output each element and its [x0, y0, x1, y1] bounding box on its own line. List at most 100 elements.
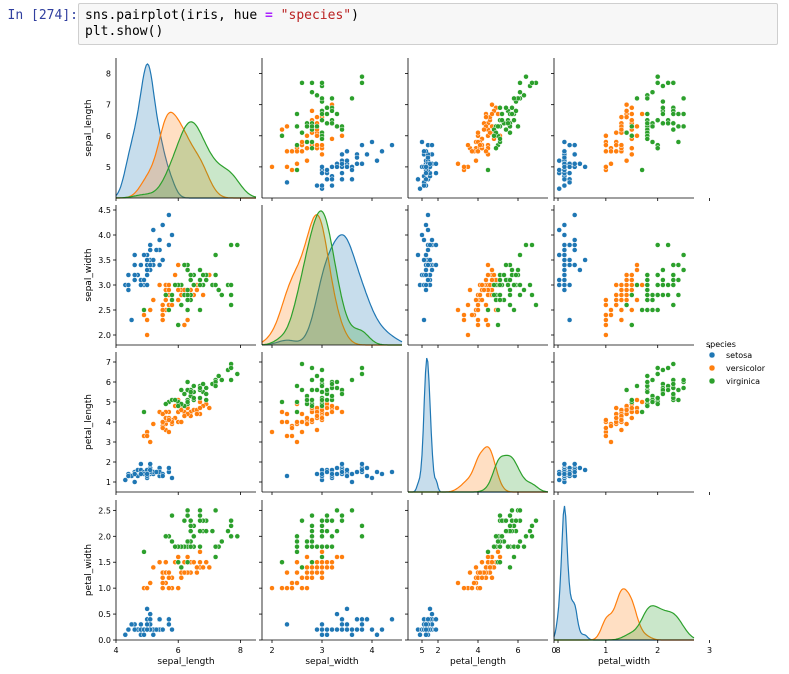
scatter-point-virginica — [497, 277, 503, 283]
scatter-point-versicolor — [603, 148, 609, 155]
scatter-point-virginica — [654, 307, 661, 313]
kde-line-virginica-sepal_width — [261, 210, 402, 346]
scatter-point-versicolor — [634, 133, 640, 139]
scatter-point-versicolor — [475, 302, 481, 308]
scatter-point-virginica — [191, 282, 197, 288]
scatter-point-setosa — [566, 257, 573, 263]
scatter-point-virginica — [319, 383, 325, 389]
scatter-point-versicolor — [329, 136, 335, 142]
scatter-point-setosa — [344, 164, 350, 170]
scatter-point-setosa — [427, 242, 433, 248]
scatter-point-versicolor — [487, 129, 493, 136]
scatter-point-virginica — [649, 89, 656, 95]
legend-marker-virginica — [708, 377, 716, 385]
kde-fill-virginica-petal_width — [554, 605, 694, 640]
scatter-point-versicolor — [163, 297, 169, 303]
scatter-point-virginica — [309, 123, 315, 130]
scatter-point-virginica — [334, 507, 340, 514]
scatter-point-setosa — [561, 232, 568, 238]
scatter-point-virginica — [314, 543, 320, 550]
scatter-point-virginica — [517, 538, 523, 545]
scatter-point-versicolor — [483, 302, 489, 308]
y-tick-label: 1.0 — [98, 584, 111, 593]
pairplot-figure: 5 6 7 8 sepal_length 2.0 2.5 3.0 3.5 4.0 4.5 sepal_… — [0, 50, 789, 670]
scatter-point-setosa — [284, 621, 290, 628]
scatter-point-virginica — [197, 543, 203, 550]
scatter-point-setosa — [141, 632, 147, 638]
scatter-point-setosa — [128, 317, 135, 323]
scatter-point-virginica — [680, 267, 687, 273]
scatter-point-virginica — [309, 80, 315, 86]
scatter-point-virginica — [319, 136, 325, 142]
scatter-point-virginica — [169, 512, 175, 519]
scatter-point-versicolor — [304, 575, 310, 581]
scatter-point-virginica — [319, 367, 325, 373]
scatter-point-setosa — [128, 621, 135, 628]
scatter-point-setosa — [324, 626, 330, 633]
y-axis-label-sepal_length: sepal_length — [84, 99, 94, 156]
y-tick-label: 4.0 — [98, 231, 111, 240]
scatter-point-virginica — [304, 538, 310, 545]
scatter-point-setosa — [419, 139, 425, 145]
scatter-point-virginica — [309, 528, 315, 534]
scatter-point-setosa — [425, 212, 431, 218]
scatter-point-virginica — [517, 252, 523, 258]
y-tick-label: 2.0 — [98, 331, 111, 340]
scatter-point-setosa — [166, 212, 172, 218]
scatter-point-virginica — [309, 139, 315, 145]
y-axis-label-sepal_width: sepal_width — [84, 248, 94, 301]
scatter-point-setosa — [150, 632, 157, 638]
legend: species setosa versicolor virginica — [706, 340, 766, 386]
scatter-point-setosa — [423, 170, 429, 176]
scatter-point-versicolor — [309, 417, 315, 423]
scatter-point-virginica — [279, 133, 285, 139]
scatter-point-virginica — [319, 554, 325, 560]
scatter-point-virginica — [225, 528, 231, 534]
x-tick-label: 3 — [319, 646, 324, 655]
scatter-point-setosa — [427, 161, 433, 167]
code-cell-input[interactable]: sns.pairplot(iris, hue = "species") plt.… — [78, 3, 778, 45]
legend-label-setosa: setosa — [726, 351, 752, 360]
scatter-point-versicolor — [319, 151, 325, 158]
y-axis-label-petal_length: petal_length — [84, 394, 94, 450]
scatter-point-setosa — [577, 465, 583, 471]
x-tick-label: 2 — [269, 646, 274, 655]
scatter-point-setosa — [566, 170, 573, 176]
scatter-point-virginica — [172, 397, 178, 403]
y-tick-label: 6 — [106, 132, 111, 141]
scatter-point-setosa — [561, 461, 568, 467]
scatter-point-versicolor — [175, 287, 181, 293]
scatter-point-virginica — [349, 377, 355, 383]
scatter-point-virginica — [219, 377, 225, 383]
scatter-point-virginica — [485, 307, 491, 313]
scatter-point-virginica — [163, 533, 169, 540]
scatter-point-virginica — [329, 393, 335, 399]
scatter-point-versicolor — [465, 302, 471, 308]
scatter-point-setosa — [433, 616, 439, 623]
scatter-point-virginica — [675, 111, 682, 117]
scatter-point-versicolor — [629, 145, 635, 151]
scatter-point-virginica — [675, 387, 682, 393]
scatter-point-virginica — [533, 302, 539, 308]
scatter-point-virginica — [329, 95, 335, 102]
scatter-point-virginica — [359, 73, 365, 80]
scatter-point-virginica — [234, 242, 241, 248]
scatter-point-virginica — [649, 399, 656, 405]
scatter-point-setosa — [417, 632, 423, 638]
y-tick-label: 3.0 — [98, 281, 111, 290]
scatter-point-setosa — [427, 606, 433, 612]
scatter-point-setosa — [144, 621, 150, 628]
scatter-point-versicolor — [487, 564, 493, 571]
scatter-point-versicolor — [194, 411, 200, 417]
subplot-sepal_width-vs-sepal_width — [261, 205, 423, 348]
scatter-point-virginica — [299, 517, 305, 524]
scatter-point-virginica — [485, 167, 491, 173]
scatter-point-virginica — [670, 80, 677, 86]
scatter-point-setosa — [324, 469, 330, 475]
scatter-point-versicolor — [319, 142, 325, 148]
scatter-point-virginica — [294, 123, 300, 130]
scatter-point-virginica — [665, 242, 671, 248]
scatter-point-setosa — [349, 176, 355, 183]
scatter-point-virginica — [294, 549, 300, 555]
scatter-point-virginica — [359, 523, 365, 529]
